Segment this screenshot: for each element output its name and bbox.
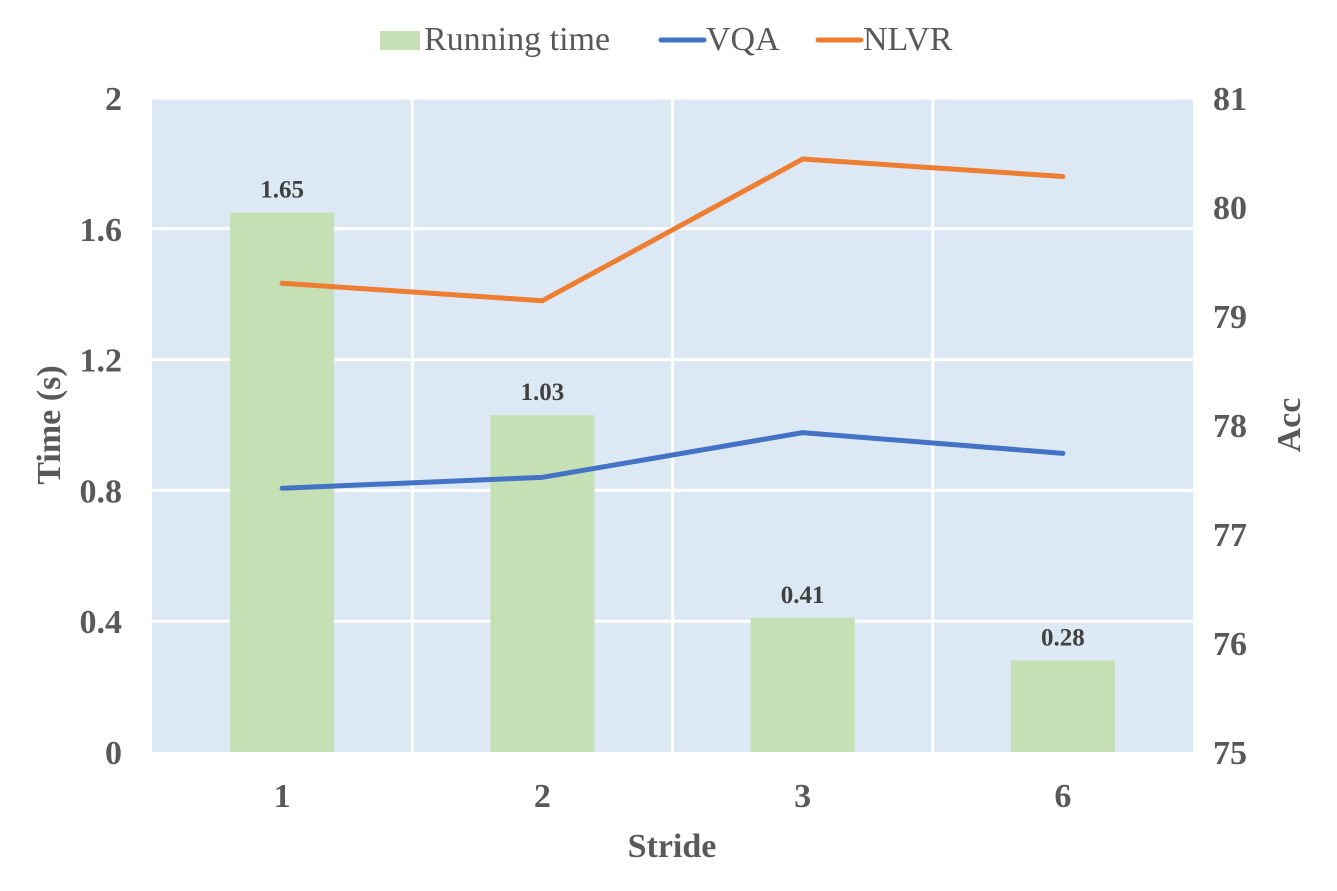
- x-axis-tick-label: 3: [794, 778, 811, 815]
- x-axis-tick-label: 6: [1054, 778, 1071, 815]
- right-axis-title: Acc: [1271, 398, 1308, 453]
- x-axis-ticks: 1 2 3 6: [274, 778, 1072, 815]
- right-axis-ticks: 75 76 77 78 79 80 81: [1213, 81, 1247, 772]
- left-axis-tick-label: 2: [105, 81, 122, 118]
- data-label-running-time: 0.28: [1041, 624, 1085, 651]
- right-axis-tick-label: 78: [1213, 408, 1247, 445]
- legend-label-vqa: VQA: [706, 21, 780, 58]
- right-axis-tick-label: 80: [1213, 190, 1247, 227]
- legend-label-running-time: Running time: [424, 21, 610, 58]
- bar-running-time: [751, 618, 855, 752]
- legend-swatch-running-time: [380, 31, 420, 50]
- bar-running-time: [1011, 660, 1115, 752]
- data-label-running-time: 1.03: [521, 379, 565, 406]
- left-axis-tick-label: 0.8: [80, 473, 123, 510]
- left-axis-ticks: 0 0.4 0.8 1.2 1.6 2: [80, 81, 123, 772]
- legend: Running time VQA NLVR: [380, 21, 953, 58]
- right-axis-tick-label: 79: [1213, 299, 1247, 336]
- data-label-running-time: 0.41: [781, 582, 825, 609]
- right-axis-tick-label: 76: [1213, 626, 1247, 663]
- right-axis-tick-label: 81: [1213, 81, 1247, 118]
- left-axis-title: Time (s): [31, 365, 68, 484]
- x-axis-tick-label: 2: [534, 778, 551, 815]
- bar-running-time: [230, 212, 334, 752]
- x-axis-title: Stride: [628, 828, 717, 865]
- x-axis-tick-label: 1: [274, 778, 291, 815]
- bar-running-time: [490, 415, 594, 752]
- right-axis-tick-label: 77: [1213, 517, 1247, 554]
- legend-label-nlvr: NLVR: [863, 21, 953, 58]
- left-axis-tick-label: 0.4: [80, 604, 123, 641]
- data-label-running-time: 1.65: [260, 176, 304, 203]
- left-axis-tick-label: 1.2: [80, 343, 123, 380]
- right-axis-tick-label: 75: [1213, 735, 1247, 772]
- left-axis-tick-label: 0: [105, 735, 122, 772]
- left-axis-tick-label: 1.6: [80, 212, 123, 249]
